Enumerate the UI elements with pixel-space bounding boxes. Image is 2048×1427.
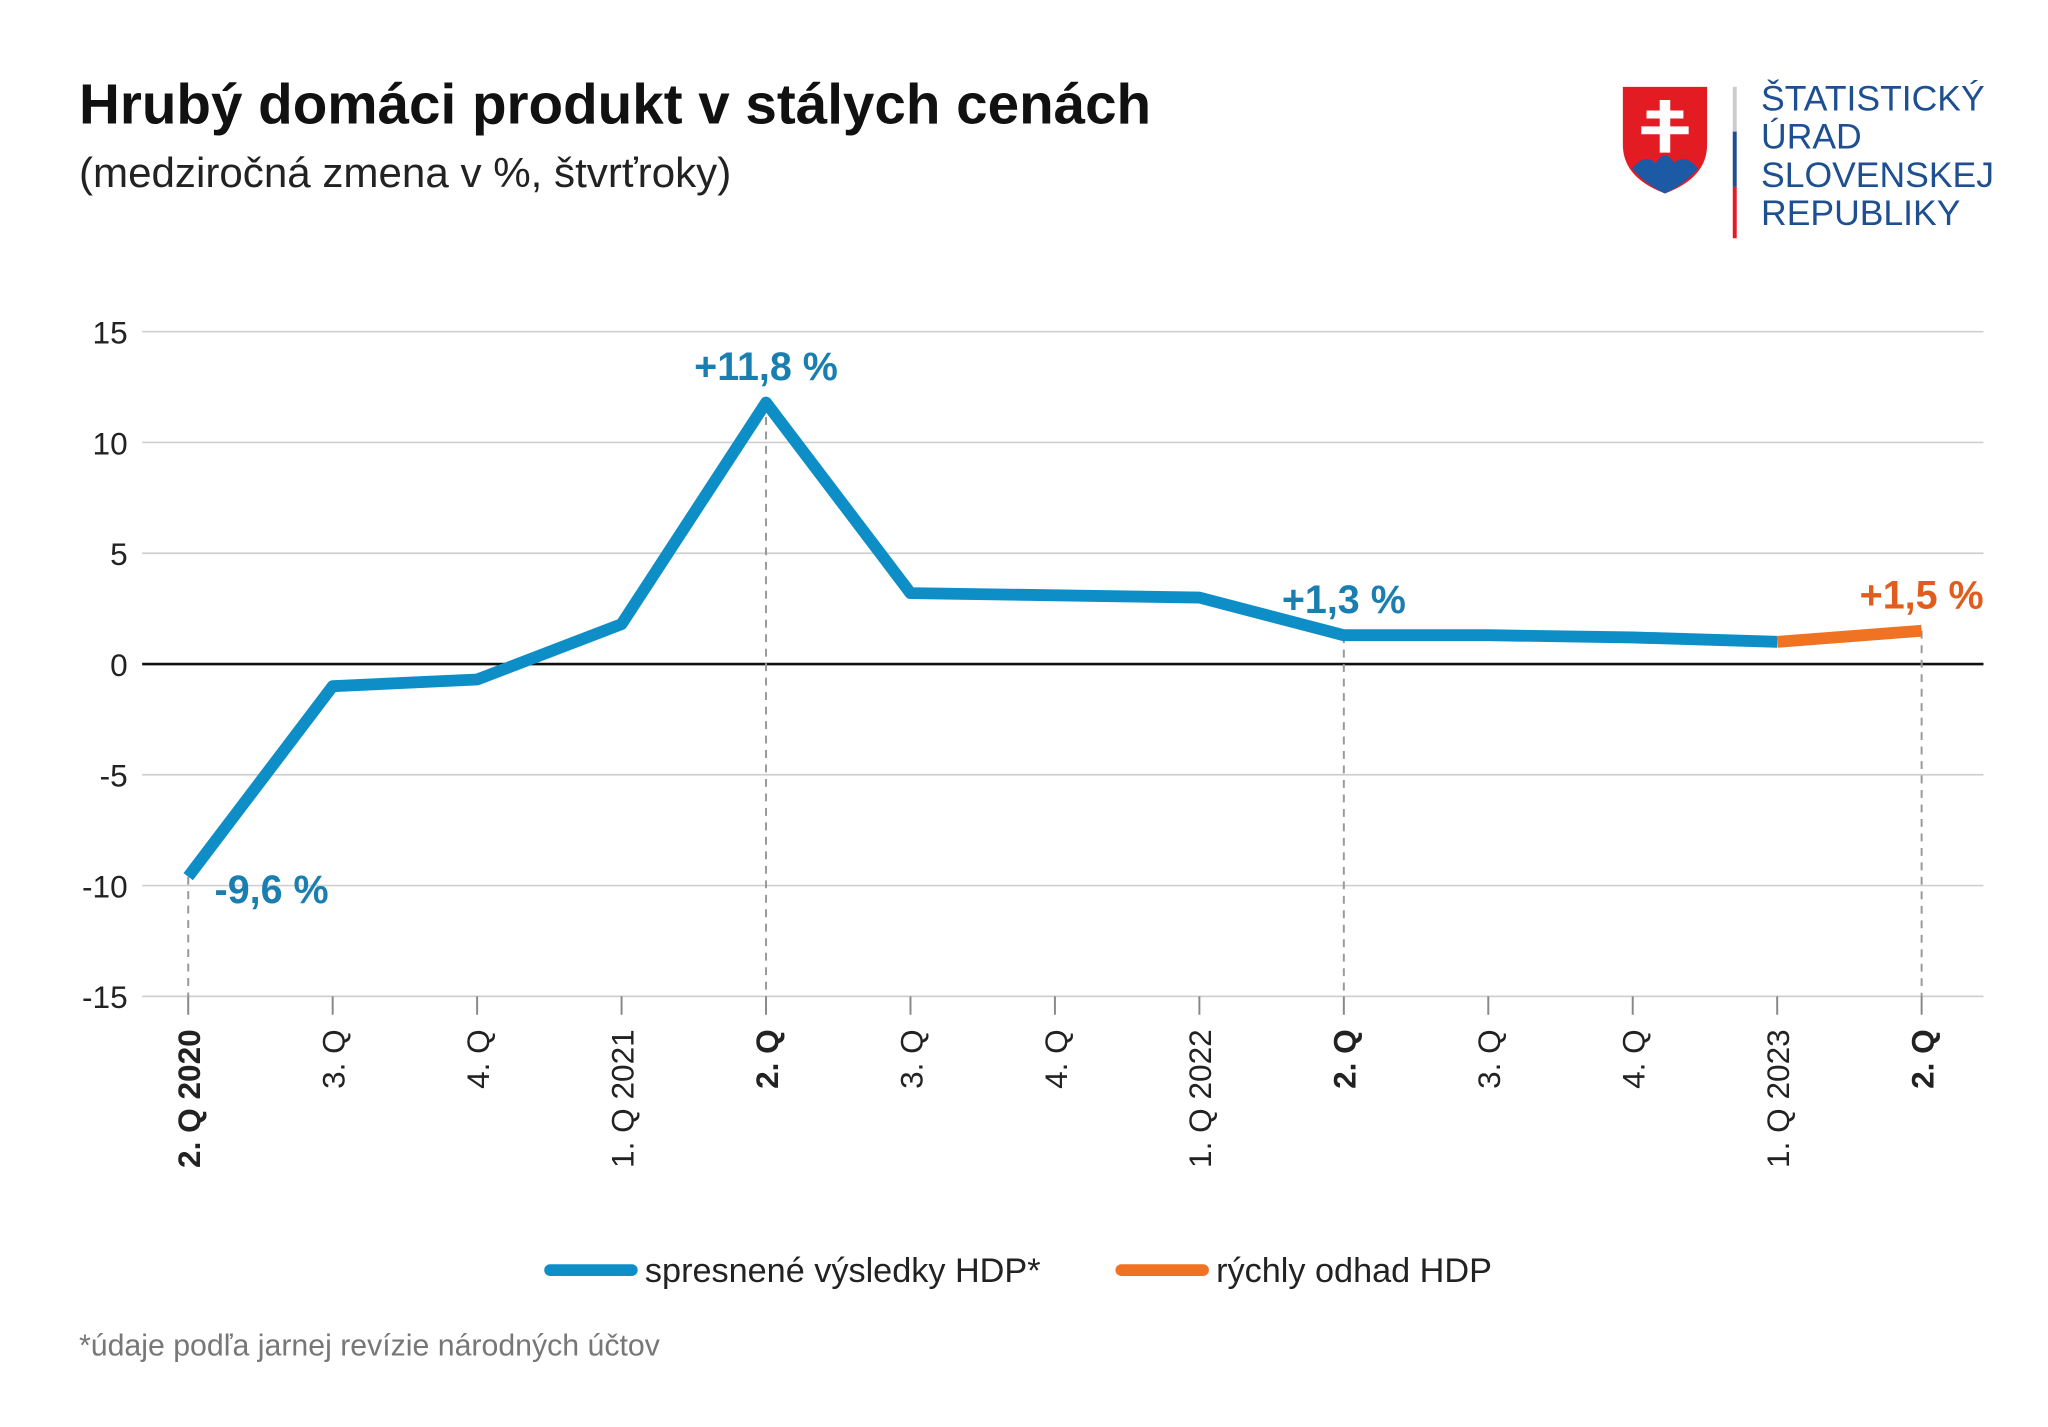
legend-label: rýchly odhad HDP — [1216, 1252, 1492, 1290]
x-tick-label: 3. Q — [893, 1029, 929, 1089]
data-label: -9,6 % — [215, 868, 329, 912]
x-tick-label: 2. Q — [1327, 1029, 1363, 1089]
logo-text: ŠTATISTICKÝ — [1761, 79, 1985, 119]
logo: ŠTATISTICKÝ ÚRAD SLOVENSKEJ REPUBLIKY — [1622, 79, 1994, 239]
legend-label: spresnené výsledky HDP* — [645, 1252, 1041, 1290]
data-label: +1,5 % — [1860, 573, 1984, 617]
logo-hills — [1632, 155, 1698, 194]
data-line — [183, 396, 1778, 881]
x-tick-label: 4. Q — [1038, 1029, 1074, 1089]
y-tick-label: -5 — [100, 758, 128, 794]
x-tick-label: 2. Q — [749, 1029, 785, 1089]
x-tick-label: 2. Q — [1904, 1029, 1940, 1089]
chart-subtitle: (medziročná zmena v %, štvrťroky) — [79, 149, 731, 196]
logo-text: REPUBLIKY — [1761, 193, 1960, 233]
y-tick-label: 0 — [110, 647, 128, 683]
y-tick-label: 10 — [93, 425, 128, 461]
x-tick-label: 1. Q 2021 — [604, 1029, 640, 1168]
x-tick-label: 3. Q — [1471, 1029, 1507, 1089]
x-tick-label: 1. Q 2022 — [1182, 1029, 1218, 1168]
logo-text: SLOVENSKEJ — [1761, 155, 1994, 195]
data-line — [1776, 624, 1923, 648]
logo-text: ÚRAD — [1761, 117, 1862, 157]
y-tick-label: 15 — [93, 315, 128, 351]
x-tick-label: 4. Q — [1616, 1029, 1652, 1089]
y-tick-label: -10 — [82, 868, 128, 904]
y-tick-label: 5 — [110, 536, 128, 572]
logo-cross — [1641, 100, 1689, 153]
x-tick-label: 4. Q — [460, 1029, 496, 1089]
data-label: +11,8 % — [694, 345, 838, 389]
x-tick-label: 2. Q 2020 — [171, 1029, 207, 1168]
y-tick-label: -15 — [82, 979, 128, 1015]
footnote: *údaje podľa jarnej revízie národných úč… — [79, 1330, 661, 1363]
x-tick-label: 3. Q — [316, 1029, 352, 1089]
x-tick-label: 1. Q 2023 — [1760, 1029, 1796, 1168]
data-label: +1,3 % — [1282, 578, 1406, 622]
chart-title: Hrubý domáci produkt v stálych cenách — [79, 73, 1151, 136]
